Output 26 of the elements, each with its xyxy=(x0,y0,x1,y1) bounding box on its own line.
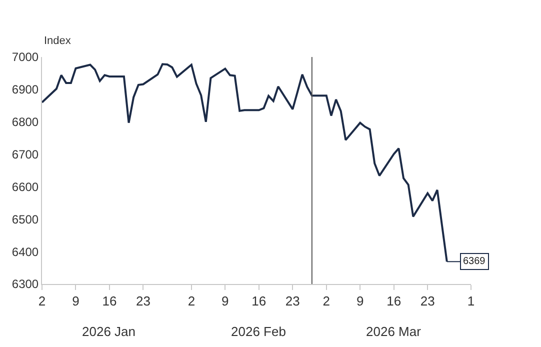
x-tick-label: 2 xyxy=(38,294,46,309)
text: 2026 Jan xyxy=(82,324,136,339)
x-tick-label: 23 xyxy=(285,294,300,309)
text: 2026 Mar xyxy=(366,324,422,339)
annotation: 6369 xyxy=(463,256,486,267)
x-tick-label: 16 xyxy=(386,294,402,309)
x-tick-label: 2 xyxy=(188,294,196,309)
x-tick-label: 2 xyxy=(322,294,330,309)
y-tick-label: 6700 xyxy=(12,147,39,162)
x-tick-label: 9 xyxy=(72,294,80,309)
y-tick-label: 7000 xyxy=(12,50,39,64)
y-tick-label: 6500 xyxy=(12,212,39,226)
y-tick-label: 6900 xyxy=(12,82,39,97)
y-tick-label: 6300 xyxy=(12,277,39,292)
y-tick-label: 6600 xyxy=(12,180,39,194)
x-tick-label: 16 xyxy=(252,294,266,309)
text: 2026 Feb xyxy=(231,324,286,339)
x-tick-label: 1 xyxy=(467,294,475,309)
x-tick-label: 23 xyxy=(420,294,435,309)
x-tick-label: 16 xyxy=(102,294,117,309)
x-tick-label: 23 xyxy=(136,294,150,309)
y-tick-label: 6400 xyxy=(12,244,39,259)
x-tick-label: 9 xyxy=(356,294,364,309)
y-axis-title: Index xyxy=(44,35,72,47)
y-tick-label: 6800 xyxy=(12,115,39,130)
x-tick-label: 9 xyxy=(222,294,229,309)
